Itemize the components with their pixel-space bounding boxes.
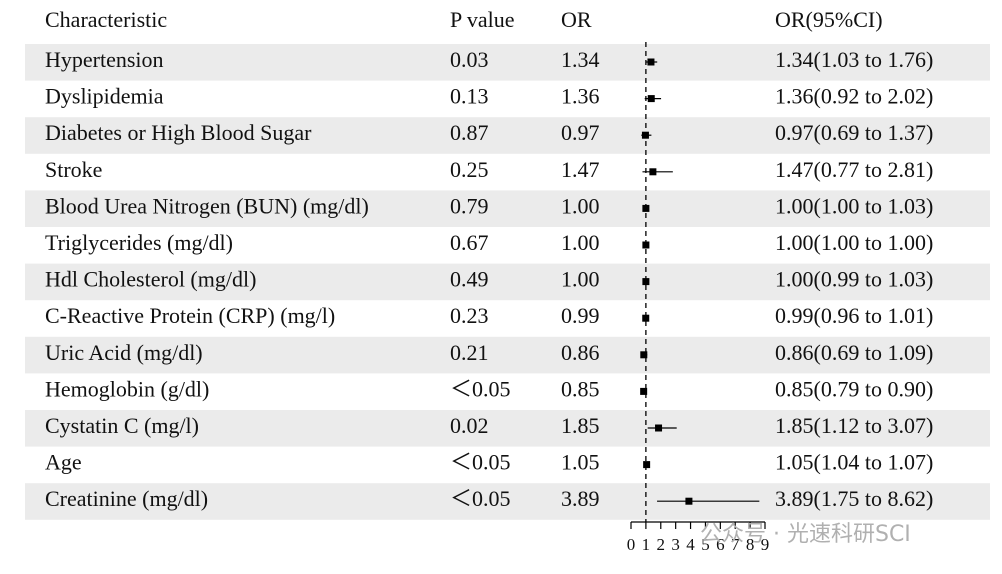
or-point — [642, 278, 650, 286]
x-tick-label: 6 — [716, 535, 725, 554]
or-point — [642, 241, 650, 249]
ci-label: 1.47(0.77 to 2.81) — [775, 157, 933, 182]
or-point — [655, 424, 663, 432]
p-value: 0.13 — [450, 84, 489, 109]
p-value: ＜0.05 — [450, 376, 511, 401]
p-value: 0.79 — [450, 193, 489, 218]
x-tick-label: 2 — [657, 535, 666, 554]
or-point — [642, 204, 650, 212]
ci-label: 1.05(1.04 to 1.07) — [775, 450, 933, 475]
or-point — [649, 168, 657, 176]
ci-label: 1.00(1.00 to 1.00) — [775, 230, 933, 255]
p-value: 0.25 — [450, 157, 489, 182]
p-value: 0.23 — [450, 303, 489, 328]
p-value: ＜0.05 — [450, 450, 511, 475]
or-point — [647, 95, 655, 103]
or-value: 1.85 — [561, 413, 600, 438]
row-stripe — [25, 263, 990, 301]
or-value: 1.47 — [561, 157, 600, 182]
column-header: P value — [450, 7, 515, 32]
characteristic: Triglycerides (mg/dl) — [45, 230, 233, 255]
p-value: 0.67 — [450, 230, 489, 255]
or-point — [641, 131, 649, 139]
characteristic: C-Reactive Protein (CRP) (mg/l) — [45, 303, 335, 328]
x-tick-label: 5 — [701, 535, 710, 554]
or-value: 1.34 — [561, 47, 600, 72]
characteristic: Uric Acid (mg/dl) — [45, 340, 203, 365]
row-stripe — [25, 410, 990, 447]
or-value: 3.89 — [561, 486, 600, 511]
ci-label: 0.97(0.69 to 1.37) — [775, 120, 933, 145]
column-header: OR — [561, 7, 592, 32]
ci-label: 1.34(1.03 to 1.76) — [775, 47, 933, 72]
row-stripe — [25, 483, 990, 520]
row-stripe — [25, 190, 990, 227]
x-tick-label: 0 — [627, 535, 636, 554]
or-value: 0.99 — [561, 303, 600, 328]
p-value: 0.21 — [450, 340, 489, 365]
characteristic: Blood Urea Nitrogen (BUN) (mg/dl) — [45, 193, 369, 218]
x-tick-label: 9 — [761, 535, 770, 554]
x-tick-label: 3 — [671, 535, 680, 554]
x-tick-label: 8 — [746, 535, 755, 554]
ci-label: 0.85(0.79 to 0.90) — [775, 376, 933, 401]
characteristic: Stroke — [45, 157, 102, 182]
characteristic: Diabetes or High Blood Sugar — [45, 120, 312, 145]
row-stripe — [25, 336, 990, 374]
or-value: 0.97 — [561, 120, 600, 145]
p-value: 0.03 — [450, 47, 489, 72]
or-point — [685, 497, 693, 505]
ci-label: 0.86(0.69 to 1.09) — [775, 340, 933, 365]
or-value: 1.00 — [561, 230, 600, 255]
or-value: 1.05 — [561, 450, 600, 475]
p-value: 0.02 — [450, 413, 489, 438]
characteristic: Hemoglobin (g/dl) — [45, 376, 209, 401]
or-point — [640, 387, 648, 395]
or-value: 1.00 — [561, 267, 600, 292]
characteristic: Hdl Cholesterol (mg/dl) — [45, 267, 256, 292]
row-stripe — [25, 44, 990, 81]
ci-label: 0.99(0.96 to 1.01) — [775, 303, 933, 328]
ci-label: 1.00(1.00 to 1.03) — [775, 193, 933, 218]
row-stripe — [25, 117, 990, 154]
or-point — [642, 314, 650, 322]
or-value: 1.00 — [561, 193, 600, 218]
watermark: 公众号 · 光速科研SCI — [700, 522, 911, 547]
x-tick-label: 7 — [731, 535, 740, 554]
ci-label: 1.36(0.92 to 2.02) — [775, 84, 933, 109]
characteristic: Cystatin C (mg/l) — [45, 413, 199, 438]
ci-label: 3.89(1.75 to 8.62) — [775, 486, 933, 511]
column-header: Characteristic — [45, 7, 167, 32]
characteristic: Hypertension — [45, 47, 164, 72]
or-value: 0.86 — [561, 340, 600, 365]
or-point — [647, 58, 655, 66]
ci-label: 1.00(0.99 to 1.03) — [775, 267, 933, 292]
x-tick-label: 1 — [642, 535, 651, 554]
characteristic: Age — [45, 450, 82, 475]
characteristic: Creatinine (mg/dl) — [45, 486, 208, 511]
p-value: 0.49 — [450, 267, 489, 292]
characteristic: Dyslipidemia — [45, 84, 164, 109]
or-value: 1.36 — [561, 84, 600, 109]
p-value: ＜0.05 — [450, 486, 511, 511]
or-value: 0.85 — [561, 376, 600, 401]
p-value: 0.87 — [450, 120, 489, 145]
ci-label: 1.85(1.12 to 3.07) — [775, 413, 933, 438]
or-point — [640, 351, 648, 359]
x-tick-label: 4 — [686, 535, 695, 554]
column-header: OR(95%CI) — [775, 7, 883, 32]
or-point — [643, 461, 651, 469]
